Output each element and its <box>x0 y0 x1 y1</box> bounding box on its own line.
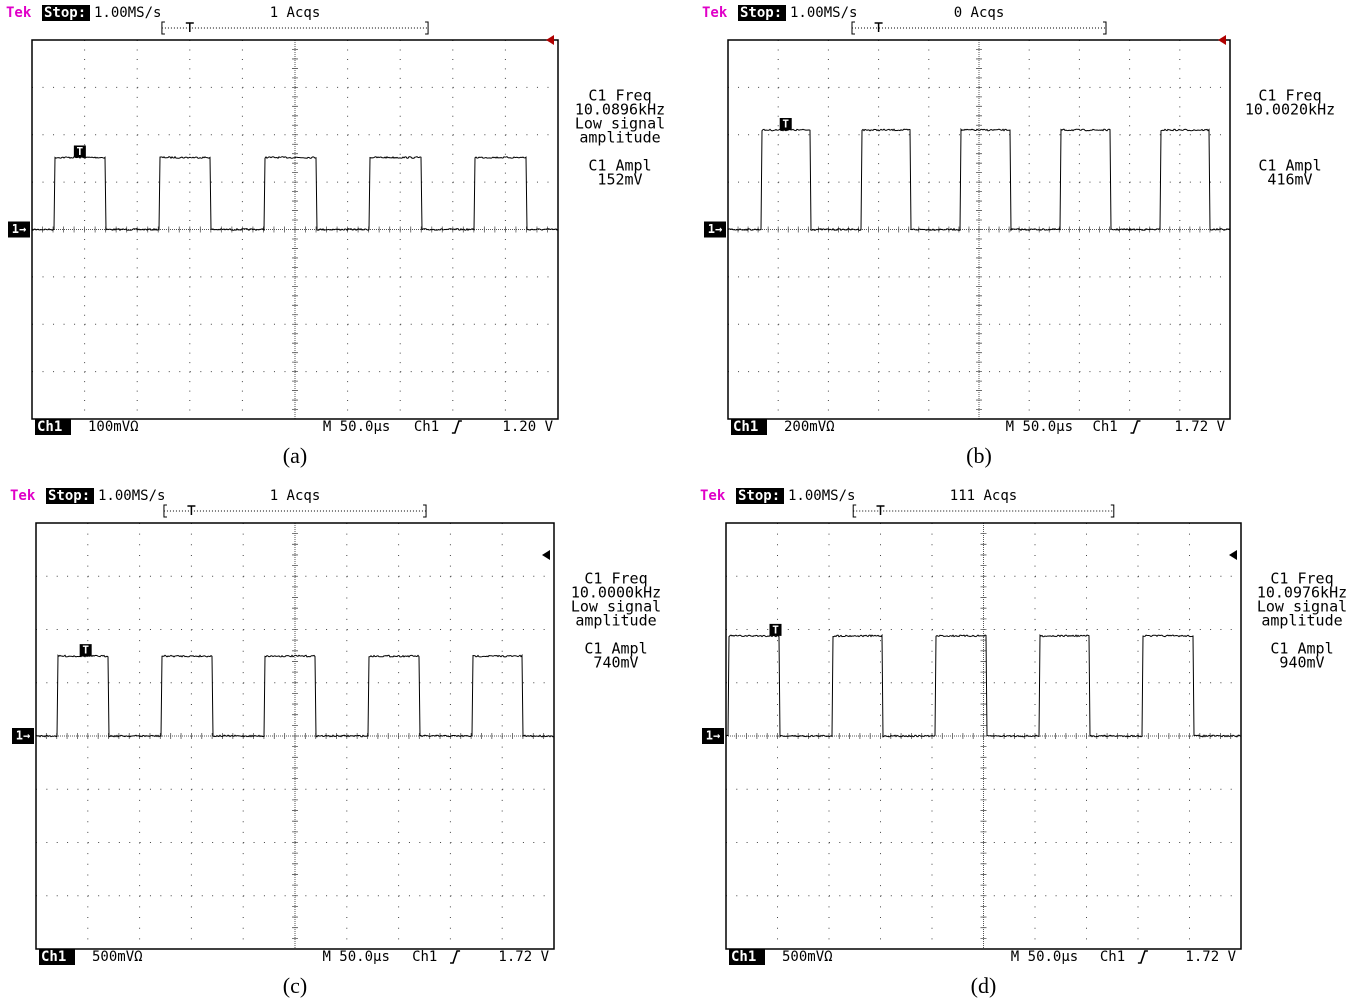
figure: TekStop:1.00MS/s1 AcqsT1→C1 Freq10.0896k… <box>0 0 1369 1006</box>
measurement: 10.0020kHz <box>1245 101 1335 119</box>
footer-trigger-source: Ch1 <box>1092 419 1117 435</box>
brand: Tek <box>700 488 726 504</box>
footer-trigger-source: Ch1 <box>1100 949 1125 965</box>
footer-trigger-source: Ch1 <box>412 949 437 965</box>
brand: Tek <box>702 5 728 21</box>
footer-scale: 500mVΩ <box>782 949 833 965</box>
footer-channel: Ch1 <box>731 949 756 965</box>
record-bracket <box>852 22 1106 34</box>
footer-scale: 200mVΩ <box>784 419 835 435</box>
trigger-slope <box>450 951 460 963</box>
measurement: 740mV <box>593 654 638 672</box>
waveform <box>32 157 558 231</box>
sample-rate: 1.00MS/s <box>98 488 165 504</box>
status: Stop: <box>44 5 86 21</box>
footer-channel: Ch1 <box>41 949 66 965</box>
caption: (a) <box>283 443 307 468</box>
footer-channel: Ch1 <box>37 419 62 435</box>
footer-timebase: M 50.0µs <box>1006 419 1073 435</box>
footer-timebase: M 50.0µs <box>322 949 389 965</box>
brand: Tek <box>6 5 32 21</box>
trigger-arrow <box>546 35 554 45</box>
channel-marker: 1→ <box>708 222 722 236</box>
footer-scale: 100mVΩ <box>88 419 139 435</box>
footer-channel: Ch1 <box>733 419 758 435</box>
measurement: 940mV <box>1279 654 1324 672</box>
acquisitions: 111 Acqs <box>950 488 1017 504</box>
trigger-marker: T <box>77 145 84 158</box>
trigger-marker: T <box>82 644 89 657</box>
footer-trigger-level: 1.20 V <box>502 419 553 435</box>
footer-trigger-level: 1.72 V <box>1185 949 1236 965</box>
trigger-slope <box>1138 951 1148 963</box>
trigger-slope <box>452 421 462 433</box>
acquisitions: 1 Acqs <box>270 5 321 21</box>
measurement: amplitude <box>579 129 660 147</box>
caption: (c) <box>283 973 307 998</box>
scope-panel: TekStop:1.00MS/s0 AcqsT1→C1 Freq10.0020k… <box>702 5 1335 468</box>
measurement: amplitude <box>575 612 656 630</box>
trigger-arrow <box>1218 35 1226 45</box>
footer-trigger-source: Ch1 <box>414 419 439 435</box>
footer-timebase: M 50.0µs <box>323 419 390 435</box>
trigger-marker: T <box>772 623 779 636</box>
caption: (b) <box>966 443 992 468</box>
footer-trigger-level: 1.72 V <box>1174 419 1225 435</box>
channel-marker: 1→ <box>16 729 30 743</box>
acquisitions: 1 Acqs <box>270 488 321 504</box>
record-trigger <box>875 23 883 32</box>
measurement: 152mV <box>597 171 642 189</box>
footer-timebase: M 50.0µs <box>1011 949 1078 965</box>
trigger-marker: T <box>782 118 789 131</box>
footer-scale: 500mVΩ <box>92 949 143 965</box>
channel-marker: 1→ <box>12 222 26 236</box>
caption: (d) <box>971 973 997 998</box>
sample-rate: 1.00MS/s <box>790 5 857 21</box>
sample-rate: 1.00MS/s <box>788 488 855 504</box>
channel-marker: 1→ <box>706 729 720 743</box>
measurement: 416mV <box>1267 171 1312 189</box>
status: Stop: <box>740 5 782 21</box>
trigger-arrow <box>1229 550 1237 560</box>
acquisitions: 0 Acqs <box>954 5 1005 21</box>
trigger-arrow <box>542 550 550 560</box>
sample-rate: 1.00MS/s <box>94 5 161 21</box>
status: Stop: <box>48 488 90 504</box>
footer-trigger-level: 1.72 V <box>498 949 549 965</box>
brand: Tek <box>10 488 36 504</box>
trigger-slope <box>1130 421 1140 433</box>
measurement: amplitude <box>1261 612 1342 630</box>
status: Stop: <box>738 488 780 504</box>
